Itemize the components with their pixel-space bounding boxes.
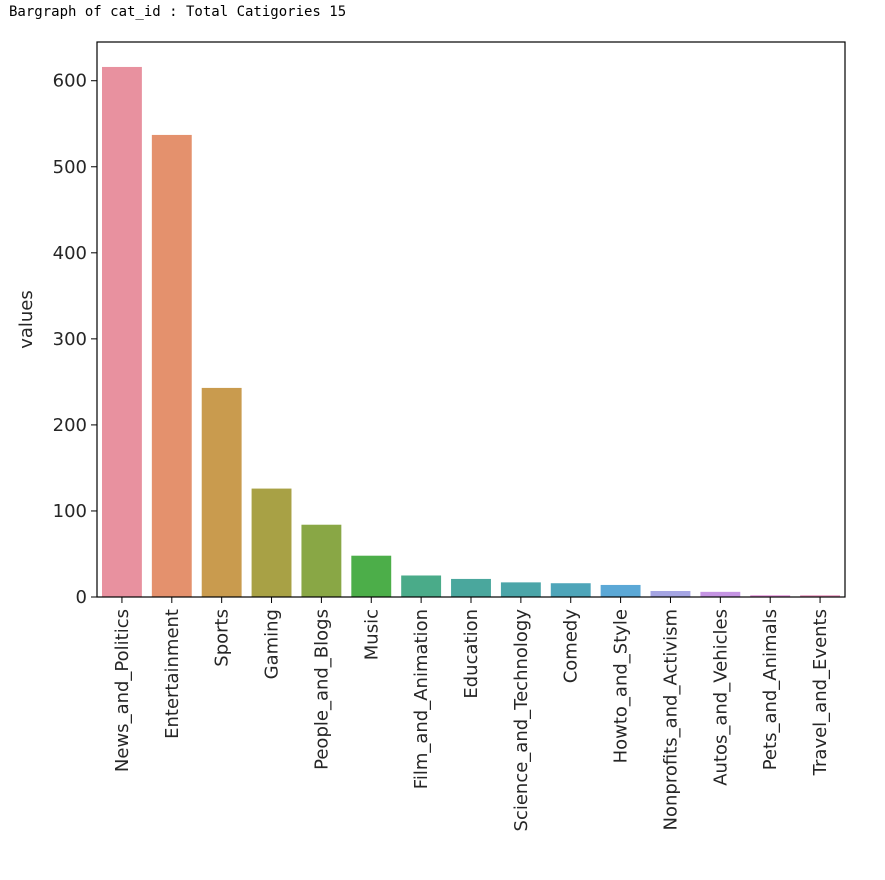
bar-autos-and-vehicles xyxy=(700,591,741,597)
bar-news-and-politics xyxy=(101,66,142,597)
bar-film-and-animation xyxy=(401,575,442,597)
bars-group xyxy=(101,66,841,597)
x-tick-label: Gaming xyxy=(262,609,283,679)
x-tick-label: Sports xyxy=(212,609,233,667)
y-tick-label: 500 xyxy=(53,157,87,178)
bar-pets-and-animals xyxy=(750,595,791,597)
x-tick-label: Travel_and_Events xyxy=(810,609,831,776)
bar-education xyxy=(451,578,491,597)
x-tick-label: Howto_and_Style xyxy=(611,609,632,763)
bar-science-and-technology xyxy=(500,582,541,597)
bar-nonprofits-and-activism xyxy=(650,590,691,597)
bar-comedy xyxy=(550,583,591,597)
y-tick-label: 0 xyxy=(76,587,87,608)
x-tick-label: Science_and_Technology xyxy=(511,609,532,832)
x-tick-label: People_and_Blogs xyxy=(311,609,332,770)
x-tick-label: Film_and_Animation xyxy=(411,609,432,789)
x-tick-label: Education xyxy=(461,609,482,699)
bar-gaming xyxy=(251,488,292,597)
x-tick-label: Music xyxy=(361,609,382,660)
x-tick-label: Entertainment xyxy=(162,609,183,739)
y-tick-label: 100 xyxy=(53,501,87,522)
y-tick-label: 300 xyxy=(53,329,87,350)
y-axis-label: values xyxy=(16,290,37,349)
y-tick-label: 200 xyxy=(53,415,87,436)
x-tick-label: Comedy xyxy=(561,609,582,684)
bar-people-and-blogs xyxy=(301,524,342,597)
x-tick-label: Nonprofits_and_Activism xyxy=(660,609,681,830)
y-tick-label: 600 xyxy=(53,71,87,92)
x-tick-label: Pets_and_Animals xyxy=(760,609,781,770)
y-tick-label: 400 xyxy=(53,243,87,264)
bar-music xyxy=(351,555,392,597)
bar-howto-and-style xyxy=(600,584,641,597)
bar-sports xyxy=(201,387,242,597)
bar-travel-and-events xyxy=(800,595,841,597)
bar-entertainment xyxy=(151,134,192,597)
output-text: Bargraph of cat_id : Total Catigories 15 xyxy=(9,4,347,20)
x-tick-label: Autos_and_Vehicles xyxy=(710,609,731,786)
x-tick-label: News_and_Politics xyxy=(112,609,133,772)
y-axis: 0 100 200 300 400 500 600 xyxy=(53,71,97,608)
plot-frame xyxy=(96,41,846,598)
x-axis: News_and_Politics Entertainment Sports Gami… xyxy=(112,597,831,831)
